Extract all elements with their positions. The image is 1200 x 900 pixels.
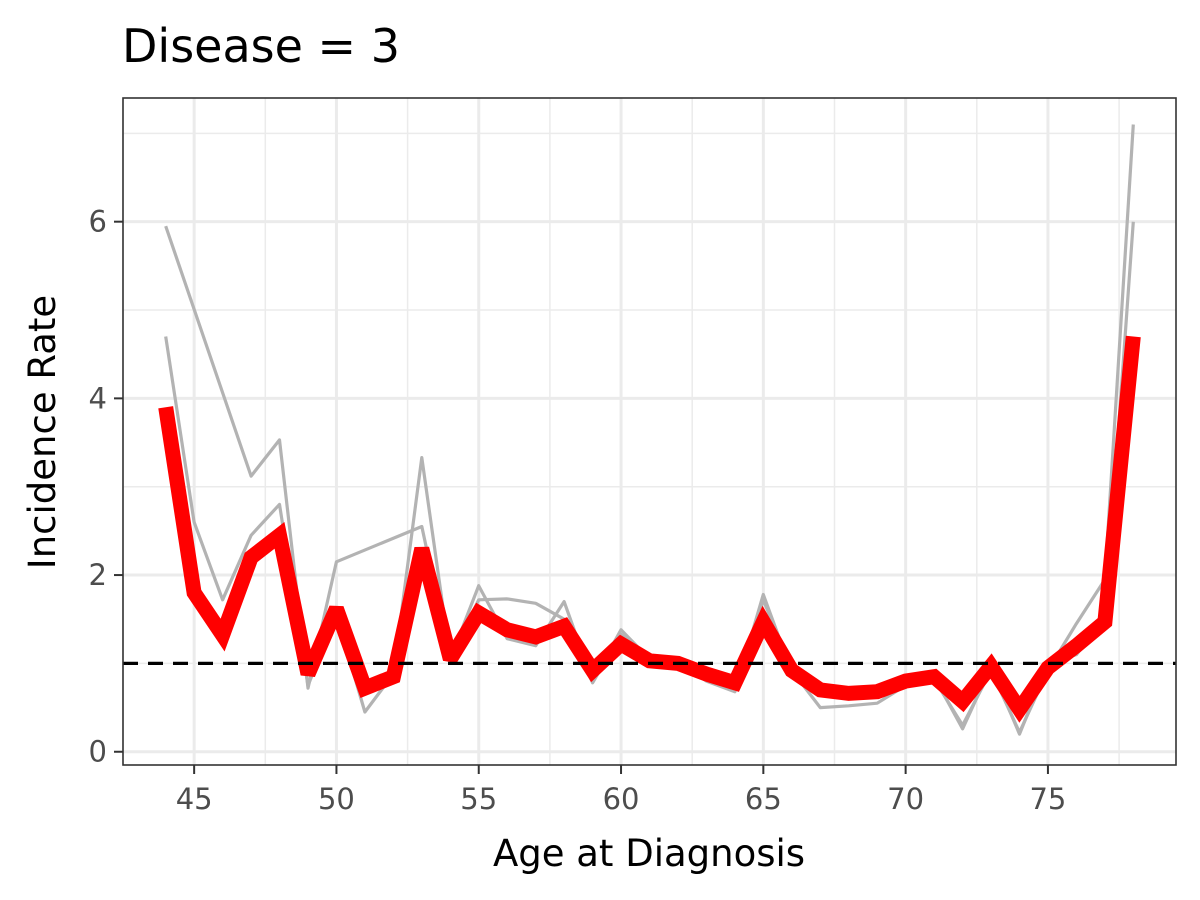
- y-axis: 0 2 4 6: [89, 205, 123, 769]
- chart-title: Disease = 3: [122, 19, 400, 73]
- y-tick-label: 2: [89, 558, 107, 592]
- x-tick-label: 75: [1029, 782, 1066, 816]
- x-axis: 45 50 55 60 65 70 75: [176, 765, 1066, 816]
- y-tick-label: 0: [89, 735, 107, 769]
- x-tick-label: 70: [887, 782, 924, 816]
- highlight-series-line: [158, 335, 1141, 723]
- x-tick-label: 55: [460, 782, 497, 816]
- y-axis-title: Incidence Rate: [21, 295, 64, 569]
- x-tick-label: 45: [176, 782, 213, 816]
- y-tick-label: 4: [89, 381, 107, 415]
- series-layer: [158, 124, 1141, 736]
- x-tick-label: 50: [318, 782, 355, 816]
- y-tick-label: 6: [89, 205, 107, 239]
- plot-border: [122, 97, 1177, 766]
- x-axis-title: Age at Diagnosis: [493, 832, 805, 875]
- x-tick-label: 60: [603, 782, 640, 816]
- x-tick-label: 65: [745, 782, 782, 816]
